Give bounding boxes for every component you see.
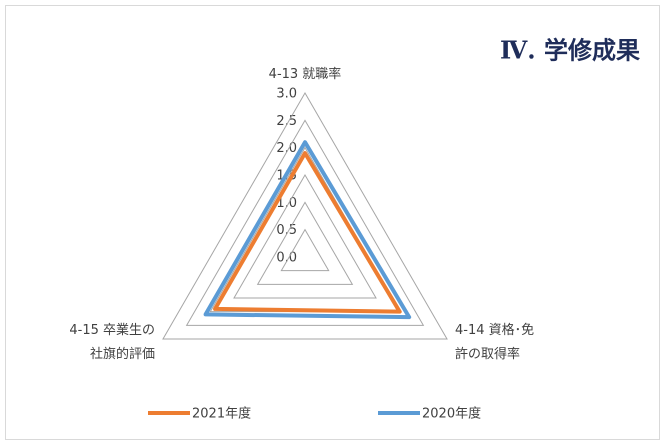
y-tick-label: 0.0 [276, 251, 297, 266]
legend-label: 2021年度 [192, 406, 251, 422]
category-label: 4-14 資格･免許の取得率 [455, 322, 534, 362]
y-tick-label: 1.0 [276, 196, 297, 211]
grid-line [256, 201, 354, 285]
category-label-line: 4-13 就職率 [269, 66, 342, 82]
category-label: 4-13 就職率 [269, 66, 342, 82]
y-tick-label: 2.0 [276, 141, 297, 156]
y-tick-label: 0.5 [276, 223, 297, 238]
category-label: 4-15 卒業生の社旗的評価 [69, 322, 155, 362]
series-line [213, 151, 402, 314]
category-label-line: 4-14 資格･免 [455, 322, 534, 338]
category-label-line: 4-15 卒業生の [69, 322, 155, 338]
category-label-line: 許の取得率 [455, 346, 520, 362]
grid-line [162, 92, 448, 340]
chart-title: Ⅳ. 学修成果 [500, 36, 640, 65]
grid-line [280, 228, 330, 272]
series-line [203, 140, 412, 320]
y-tick-label: 3.0 [276, 87, 297, 102]
grid-line [185, 119, 425, 326]
category-label-line: 社旗的評価 [90, 346, 155, 362]
legend-label: 2020年度 [422, 406, 481, 422]
grid-line [233, 173, 377, 299]
y-tick-label: 2.5 [276, 114, 297, 129]
